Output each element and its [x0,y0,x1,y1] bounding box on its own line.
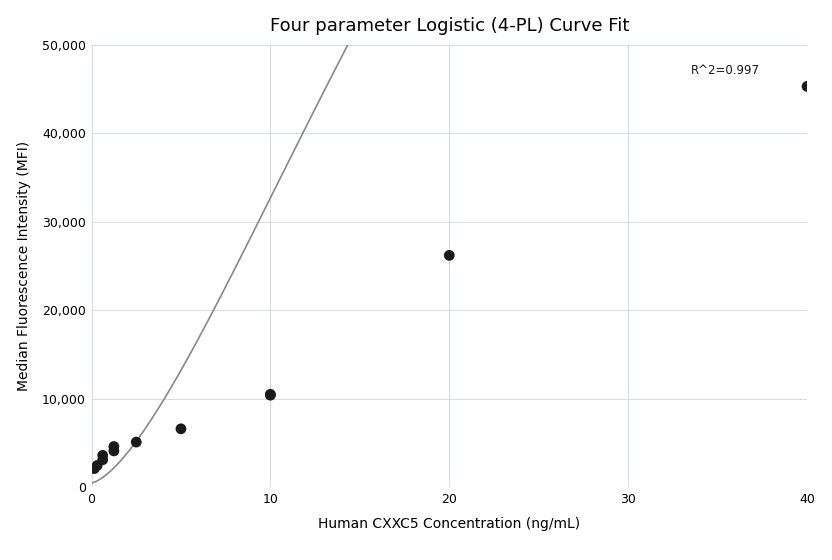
Title: Four parameter Logistic (4-PL) Curve Fit: Four parameter Logistic (4-PL) Curve Fit [270,17,629,35]
X-axis label: Human CXXC5 Concentration (ng/mL): Human CXXC5 Concentration (ng/mL) [318,517,581,531]
Point [800,82,814,91]
Point [175,424,188,433]
Y-axis label: Median Fluorescence Intensity (MFI): Median Fluorescence Intensity (MFI) [17,141,31,391]
Point [264,390,277,399]
Point [107,446,121,455]
Point [264,391,277,400]
Point [91,461,104,470]
Point [96,455,109,464]
Point [87,464,101,473]
Text: R^2=0.997: R^2=0.997 [691,64,760,77]
Point [443,251,456,260]
Point [107,442,121,451]
Point [130,437,143,446]
Point [96,451,109,460]
